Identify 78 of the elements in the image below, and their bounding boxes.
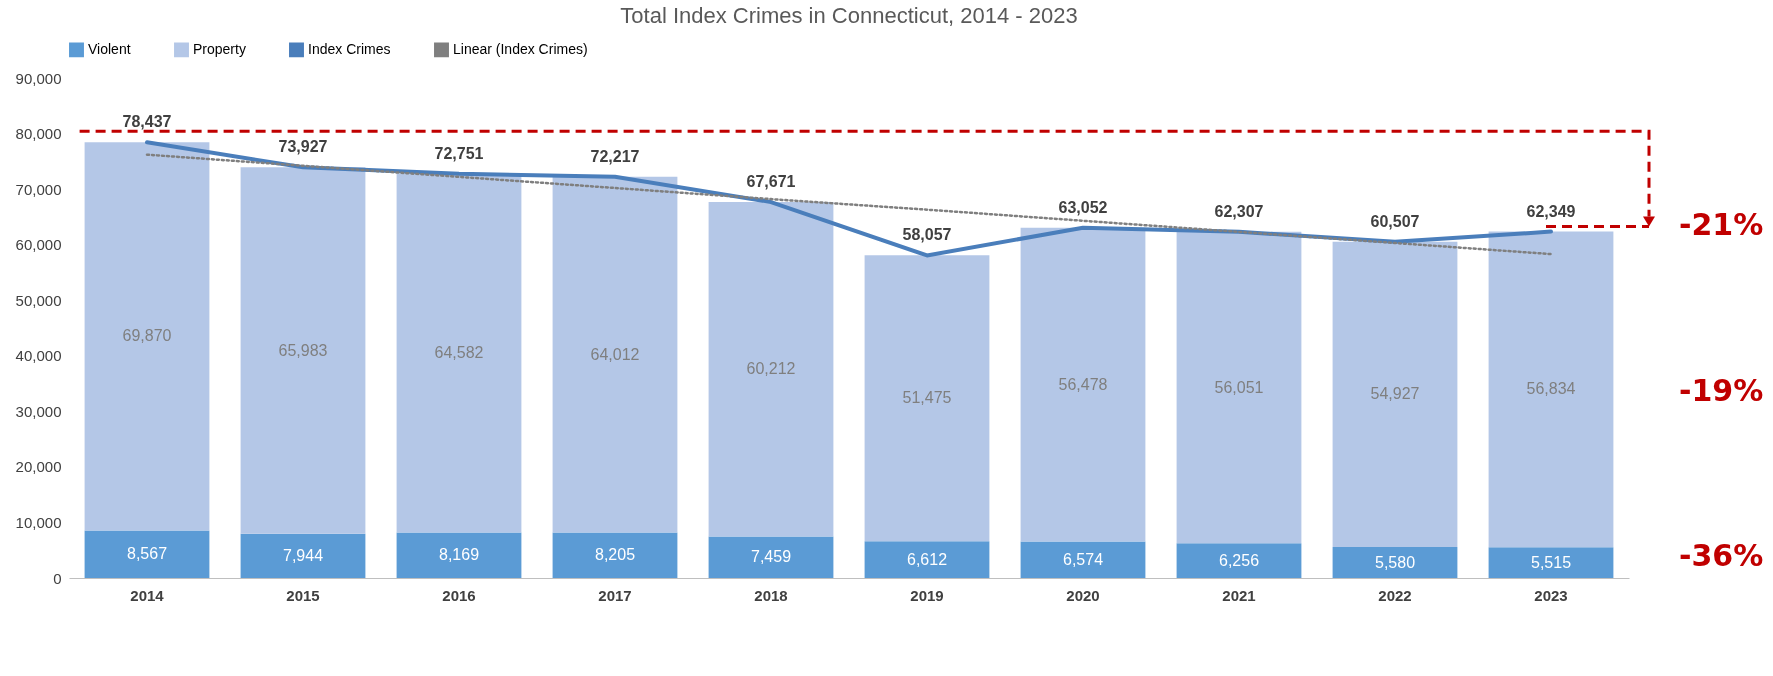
bar — [552, 176, 678, 533]
x-tick-label: 2015 — [286, 586, 320, 604]
data-label: 69,870 — [122, 327, 172, 345]
data-label: 63,052 — [1058, 198, 1108, 216]
bar — [1176, 231, 1302, 544]
data-label: 58,057 — [902, 226, 952, 244]
bar — [708, 202, 834, 537]
data-label: 60,212 — [746, 360, 796, 378]
y-tick-label: 80,000 — [15, 125, 62, 143]
bar — [1332, 547, 1458, 578]
data-label: 6,256 — [1218, 551, 1260, 569]
bar — [396, 173, 522, 533]
x-tick-label: 2020 — [1066, 586, 1100, 604]
annotation: -21% — [1679, 206, 1764, 242]
bar — [84, 142, 210, 531]
data-label: 64,012 — [590, 345, 640, 363]
data-label: 72,217 — [590, 147, 640, 165]
y-tick-label: 70,000 — [15, 180, 62, 198]
x-tick-label: 2014 — [130, 586, 165, 604]
bar — [396, 532, 522, 578]
x-tick-label: 2018 — [754, 586, 788, 604]
data-label: 8,567 — [126, 545, 168, 563]
bar — [864, 255, 990, 542]
x-tick-label: 2022 — [1378, 586, 1412, 604]
bar — [240, 167, 366, 534]
bar — [240, 533, 366, 578]
bar — [552, 532, 678, 578]
data-label: 7,944 — [282, 546, 324, 564]
bar — [1488, 231, 1614, 548]
y-tick-label: 0 — [53, 569, 62, 587]
legend-label: Property — [193, 40, 246, 57]
x-tick-label: 2019 — [910, 586, 944, 604]
bar — [864, 541, 990, 578]
bar — [1020, 227, 1146, 542]
y-tick-label: 90,000 — [15, 69, 62, 87]
data-label: 56,051 — [1214, 378, 1264, 396]
bar — [1488, 547, 1614, 578]
legend-label: Index Crimes — [308, 40, 391, 57]
bar — [1020, 541, 1146, 578]
x-tick-label: 2023 — [1534, 586, 1568, 604]
legend-label: Linear (Index Crimes) — [453, 40, 588, 57]
x-tick-label: 2017 — [598, 586, 632, 604]
chart-title: Total Index Crimes in Connecticut, 2014 - 2023 — [620, 3, 1078, 28]
x-tick-label: 2016 — [442, 586, 476, 604]
data-label: 72,751 — [434, 144, 484, 162]
data-label: 5,580 — [1374, 553, 1416, 571]
y-tick-label: 20,000 — [15, 458, 62, 476]
data-label: 56,478 — [1058, 375, 1108, 393]
data-label: 6,574 — [1062, 550, 1104, 568]
data-label: 54,927 — [1370, 385, 1420, 403]
data-label: 62,349 — [1526, 202, 1576, 220]
y-tick-label: 60,000 — [15, 236, 62, 254]
data-label: 67,671 — [746, 173, 796, 191]
bar — [1176, 543, 1302, 578]
data-label: 78,437 — [122, 113, 172, 131]
data-label: 8,205 — [594, 546, 636, 564]
y-tick-label: 30,000 — [15, 402, 62, 420]
bar — [84, 530, 210, 578]
text: -36% — [1679, 538, 1764, 573]
data-label: 56,834 — [1526, 380, 1576, 398]
data-label: 5,515 — [1530, 553, 1572, 571]
data-label: 7,459 — [750, 548, 792, 566]
data-label: 65,983 — [278, 341, 328, 359]
y-tick-label: 10,000 — [15, 513, 62, 531]
data-label: 51,475 — [902, 389, 952, 407]
bar — [708, 536, 834, 578]
data-label: 62,307 — [1214, 202, 1264, 220]
data-label: 6,612 — [906, 550, 948, 568]
y-tick-label: 50,000 — [15, 291, 62, 309]
data-label: 8,169 — [438, 546, 480, 564]
x-tick-label: 2021 — [1222, 586, 1256, 604]
data-label: 73,927 — [278, 138, 328, 156]
legend-label: Violent — [88, 40, 131, 57]
text: -19% — [1679, 373, 1764, 408]
y-tick-label: 40,000 — [15, 347, 62, 365]
bar — [1332, 241, 1458, 547]
data-label: 60,507 — [1370, 212, 1420, 230]
data-label: 64,582 — [434, 344, 484, 362]
